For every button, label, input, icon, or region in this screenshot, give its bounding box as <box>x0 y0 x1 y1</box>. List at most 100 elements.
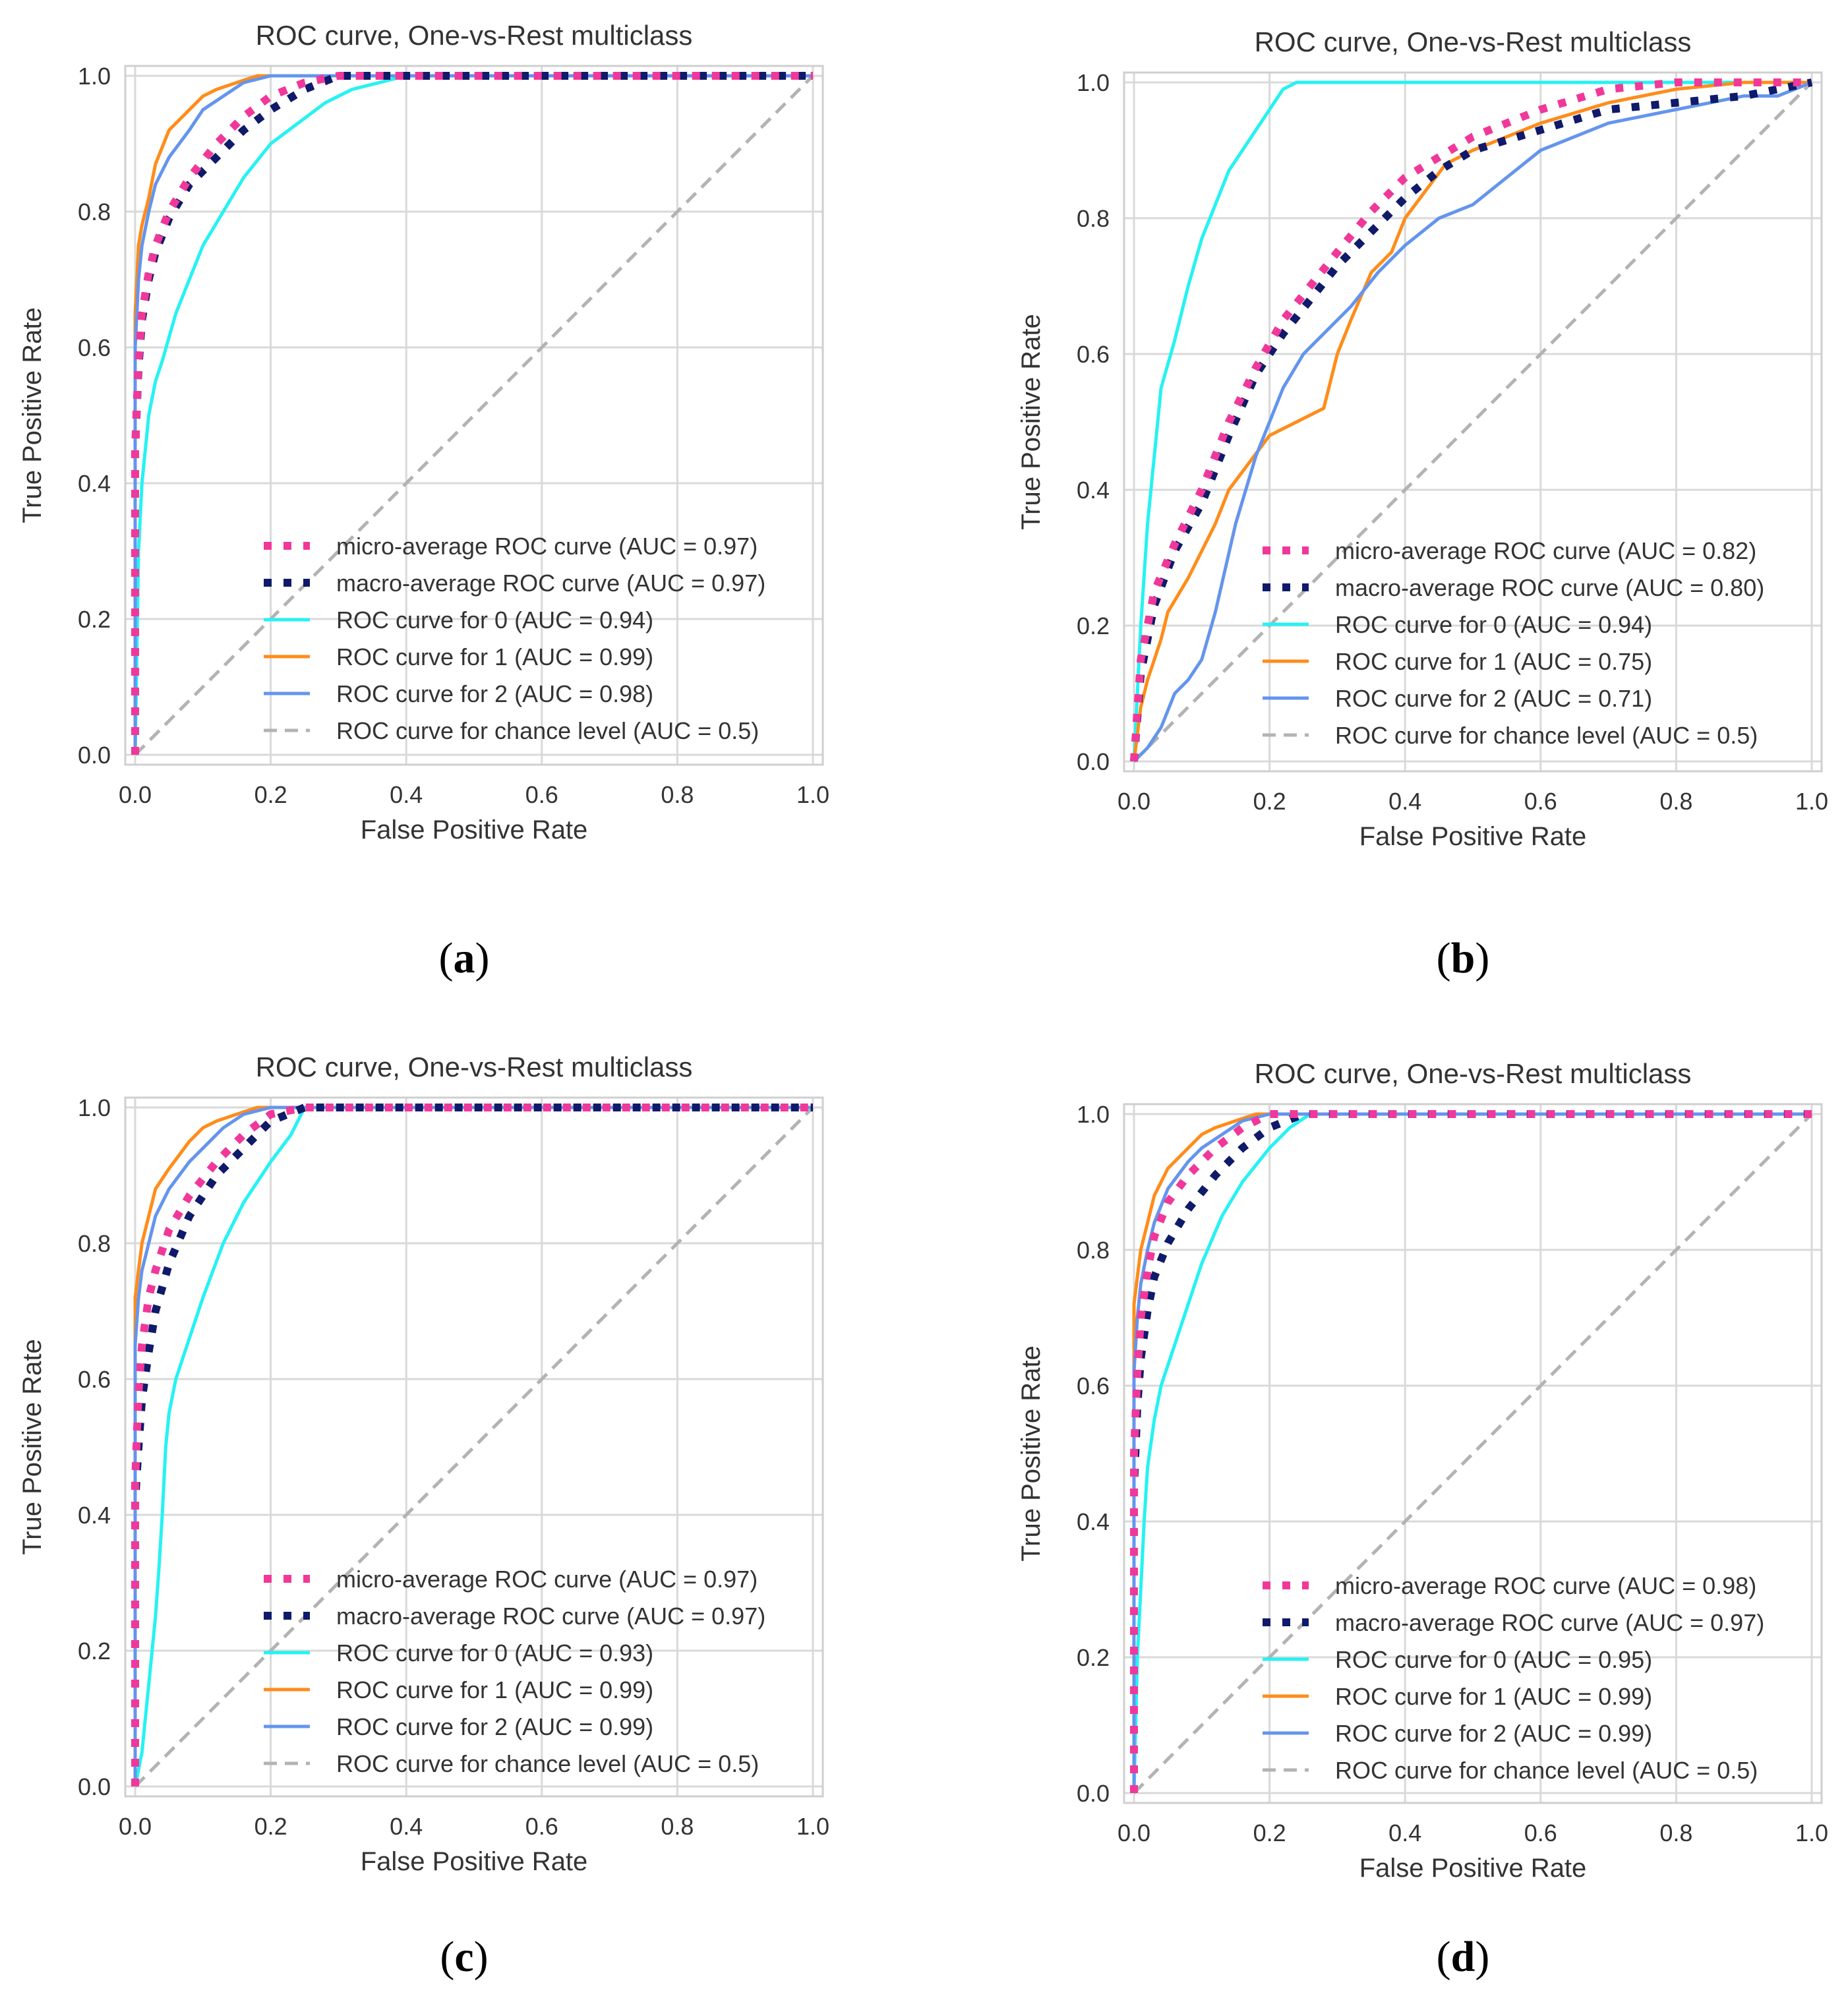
caption-open-paren: ( <box>440 1933 454 1981</box>
series-line-class0 <box>1132 1112 1812 1794</box>
legend-label-micro: micro-average ROC curve (AUC = 0.97) <box>336 1566 758 1593</box>
x-tick-label: 0.2 <box>1253 788 1286 815</box>
y-tick-label: 0.6 <box>78 334 111 361</box>
x-tick-label: 0.8 <box>1659 788 1692 815</box>
legend-label-class0: ROC curve for 0 (AUC = 0.93) <box>336 1639 653 1666</box>
series-line-micro <box>1130 78 1812 762</box>
y-tick-label: 0.8 <box>78 1230 111 1257</box>
chart-title: ROC curve, One-vs-Rest multiclass <box>1255 1058 1692 1089</box>
legend-label-macro: macro-average ROC curve (AUC = 0.80) <box>1335 574 1764 601</box>
caption-close-paren: ) <box>475 934 490 982</box>
y-tick-label: 1.0 <box>78 1094 111 1121</box>
legend-label-class0: ROC curve for 0 (AUC = 0.94) <box>336 606 653 634</box>
panel-caption: (d) <box>1437 1933 1490 1981</box>
chart-title: ROC curve, One-vs-Rest multiclass <box>256 20 693 51</box>
x-tick-label: 0.6 <box>1524 788 1557 815</box>
legend-label-macro: macro-average ROC curve (AUC = 0.97) <box>336 1603 765 1630</box>
x-tick-label: 1.0 <box>796 781 829 808</box>
plot-frame <box>124 1096 824 1798</box>
legend-label-class1: ROC curve for 1 (AUC = 0.99) <box>1335 1683 1652 1710</box>
legend-label-chance: ROC curve for chance level (AUC = 0.5) <box>336 1750 759 1777</box>
y-tick-label: 0.4 <box>1077 1508 1110 1535</box>
y-axis-label: True Positive Rate <box>18 1339 47 1555</box>
y-tick-label: 0.4 <box>1077 477 1110 504</box>
series-line-micro <box>131 1104 813 1786</box>
caption-open-paren: ( <box>439 934 454 982</box>
y-axis-label: True Positive Rate <box>1017 314 1046 530</box>
series-line-class2 <box>1133 80 1812 763</box>
legend-label-class1: ROC curve for 1 (AUC = 0.99) <box>336 1676 653 1703</box>
caption-letter: d <box>1451 1933 1475 1981</box>
x-tick-label: 0.4 <box>390 1813 423 1840</box>
caption-letter: a <box>454 934 475 982</box>
x-tick-label: 0.8 <box>1659 1819 1692 1846</box>
x-tick-label: 1.0 <box>1795 788 1828 815</box>
x-axis-label: False Positive Rate <box>361 815 588 844</box>
x-axis-label: False Positive Rate <box>361 1847 588 1876</box>
series-line-class1 <box>133 1105 813 1786</box>
x-axis-label: False Positive Rate <box>1359 1854 1587 1883</box>
y-tick-label: 1.0 <box>1077 69 1110 96</box>
legend-label-class0: ROC curve for 0 (AUC = 0.94) <box>1335 611 1652 638</box>
series-line-chance <box>1133 81 1813 763</box>
legend-label-micro: micro-average ROC curve (AUC = 0.82) <box>1335 537 1756 564</box>
y-tick-label: 1.0 <box>1077 1101 1110 1128</box>
series-line-class2 <box>133 1105 813 1786</box>
legend-label-chance: ROC curve for chance level (AUC = 0.5) <box>1335 722 1758 749</box>
legend-label-micro: micro-average ROC curve (AUC = 0.97) <box>336 533 758 560</box>
plot-frame <box>1123 1103 1823 1804</box>
x-tick-label: 0.2 <box>254 781 287 808</box>
x-tick-label: 1.0 <box>796 1813 829 1840</box>
x-tick-label: 0.0 <box>1118 1819 1150 1846</box>
y-tick-label: 0.8 <box>78 198 111 225</box>
x-tick-label: 0.2 <box>1253 1819 1286 1846</box>
x-tick-label: 1.0 <box>1795 1819 1828 1846</box>
caption-letter: b <box>1451 934 1475 982</box>
y-tick-label: 0.4 <box>78 1502 111 1529</box>
chart-panel-2: 0.0 0.2 0.4 0.6 0.8 1.0 0.0 0.2 0.4 0.6 0.8 1.0 ROC … <box>1017 26 1828 851</box>
y-tick-label: 0.0 <box>78 742 111 769</box>
series-line-chance <box>134 74 814 756</box>
legend-label-class1: ROC curve for 1 (AUC = 0.75) <box>1335 648 1652 675</box>
series-line-macro <box>1130 1110 1812 1793</box>
y-tick-label: 0.2 <box>1077 612 1110 639</box>
legend-label-class2: ROC curve for 2 (AUC = 0.99) <box>1335 1720 1652 1747</box>
caption-letter: c <box>454 1933 473 1981</box>
panel-caption: (c) <box>440 1933 488 1981</box>
legend-label-macro: macro-average ROC curve (AUC = 0.97) <box>1335 1609 1764 1636</box>
x-tick-label: 0.6 <box>525 1813 558 1840</box>
caption-close-paren: ) <box>474 1933 489 1981</box>
y-tick-label: 0.2 <box>1077 1644 1110 1671</box>
legend-label-macro: macro-average ROC curve (AUC = 0.97) <box>336 570 765 597</box>
x-tick-label: 0.6 <box>1524 1819 1557 1846</box>
y-tick-label: 0.0 <box>1077 748 1110 775</box>
chart-panel-1: 0.0 0.2 0.4 0.6 0.8 1.0 0.0 0.2 0.4 0.6 0.8 1.0 ROC … <box>18 20 829 844</box>
panel-caption: (b) <box>1437 934 1490 982</box>
x-tick-label: 0.4 <box>390 781 423 808</box>
x-tick-label: 0.6 <box>525 781 558 808</box>
x-tick-label: 0.4 <box>1388 788 1421 815</box>
chart-panel-4: 0.0 0.2 0.4 0.6 0.8 1.0 0.0 0.2 0.4 0.6 0.8 1.0 ROC … <box>1017 1058 1828 1883</box>
x-tick-label: 0.0 <box>119 781 152 808</box>
y-tick-label: 0.2 <box>78 606 111 633</box>
panel-caption: (a) <box>439 934 490 982</box>
plot-frame <box>1123 71 1823 773</box>
y-tick-label: 0.0 <box>78 1773 111 1800</box>
y-axis-label: True Positive Rate <box>1017 1345 1046 1562</box>
chart-title: ROC curve, One-vs-Rest multiclass <box>1255 26 1692 57</box>
x-tick-label: 0.2 <box>254 1813 287 1840</box>
series-line-class1 <box>1132 80 1812 762</box>
y-tick-label: 0.6 <box>1077 1372 1110 1400</box>
y-tick-label: 0.6 <box>78 1366 111 1393</box>
series-line-macro <box>131 1104 813 1786</box>
legend-label-chance: ROC curve for chance level (AUC = 0.5) <box>1335 1757 1758 1784</box>
legend-label-class2: ROC curve for 2 (AUC = 0.71) <box>1335 685 1652 712</box>
series-line-class0 <box>133 1105 813 1787</box>
series-line-class1 <box>1132 1112 1812 1793</box>
y-tick-label: 0.8 <box>1077 205 1110 232</box>
chart-title: ROC curve, One-vs-Rest multiclass <box>256 1051 693 1082</box>
legend-label-class2: ROC curve for 2 (AUC = 0.98) <box>336 680 653 707</box>
x-tick-label: 0.8 <box>661 781 694 808</box>
y-tick-label: 0.0 <box>1077 1780 1110 1807</box>
